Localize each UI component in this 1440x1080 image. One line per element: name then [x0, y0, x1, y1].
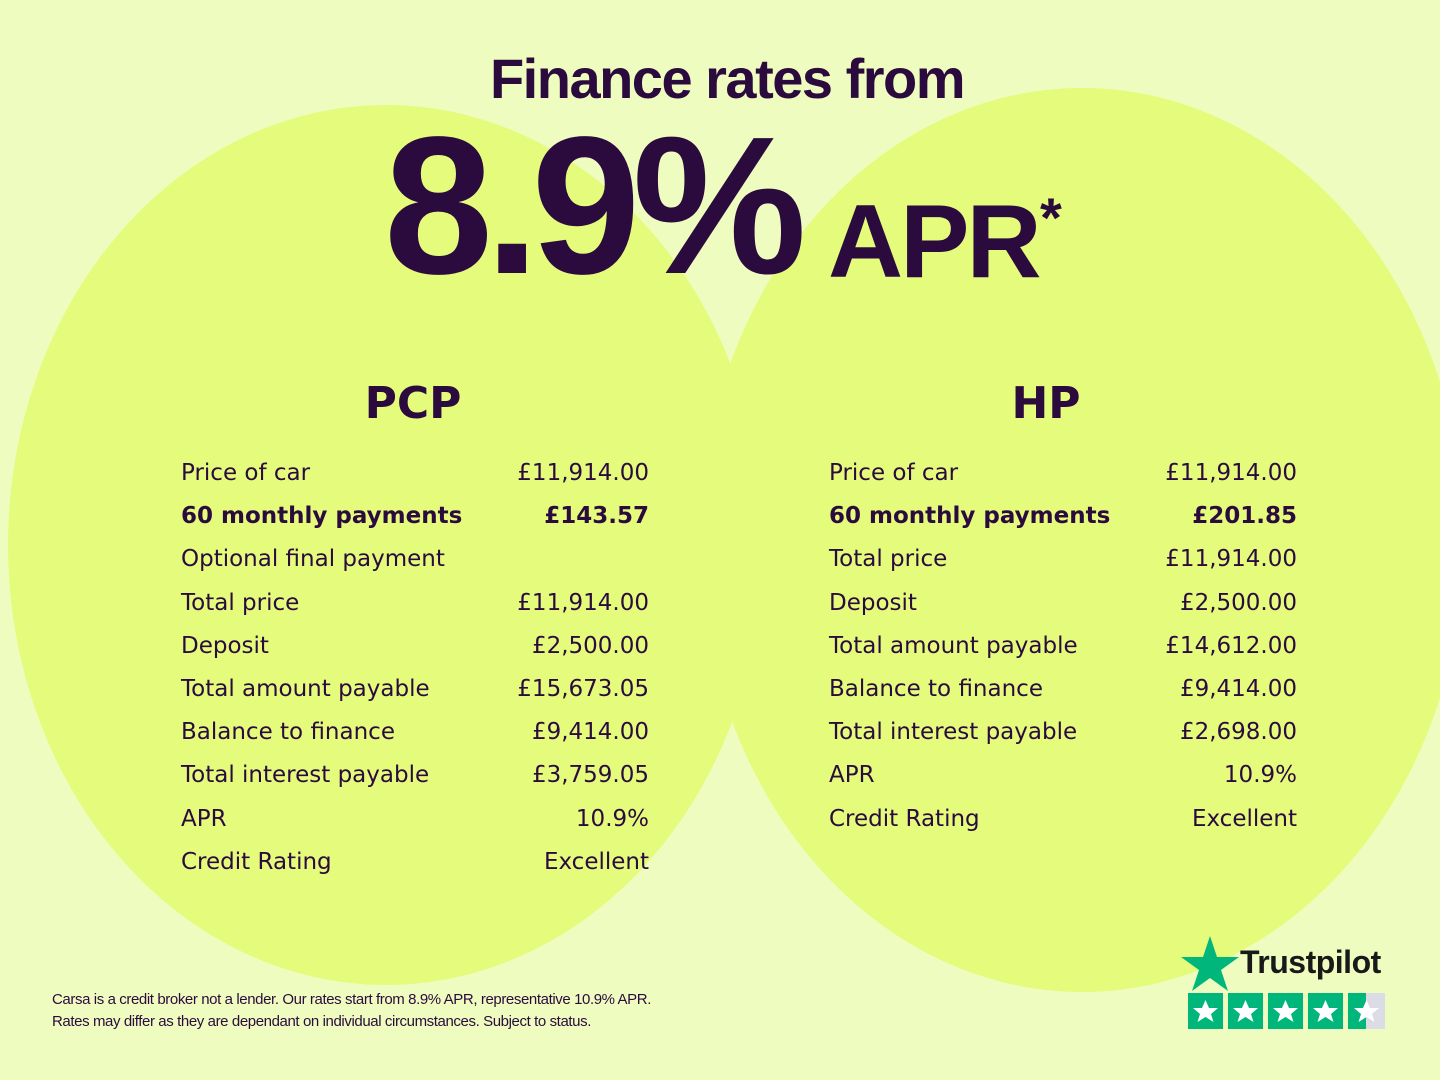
table-row: APR 10.9%	[829, 754, 1297, 797]
row-value: £11,914.00	[1165, 546, 1297, 573]
row-label: Deposit	[829, 589, 917, 616]
hp-title: HP	[1011, 378, 1081, 429]
row-value: £11,914.00	[517, 460, 649, 486]
row-label: Credit Rating	[181, 848, 332, 875]
row-value: £2,500.00	[531, 632, 649, 659]
footnote: Rates may differ as they are dependant o…	[52, 1013, 591, 1030]
row-value: £201.85	[1192, 503, 1297, 530]
rate-suffix: APR	[828, 184, 1042, 300]
table-row: 60 monthly payments £201.85	[829, 495, 1297, 538]
row-label: Total interest payable	[181, 762, 430, 789]
row-value: Excellent	[1191, 805, 1297, 832]
table-row: Total interest payable £3,759.05	[181, 754, 649, 797]
row-label: Total price	[829, 546, 948, 573]
row-value: Excellent	[543, 848, 649, 875]
pcp-table: Price of car £11,914.00 60 monthly payment…	[181, 452, 649, 884]
footnote: Carsa is a credit broker not a lender. O…	[52, 991, 651, 1008]
row-label: 60 monthly payments	[829, 503, 1111, 530]
row-label: APR	[829, 762, 875, 789]
table-row: Total price £11,914.00	[829, 538, 1297, 581]
row-value: 10.9%	[1223, 762, 1297, 789]
rate: 8.9%	[384, 96, 807, 315]
row-value: £11,914.00	[1165, 460, 1297, 486]
row-label: Credit Rating	[829, 805, 980, 832]
left-blob	[8, 105, 764, 985]
table-row: Optional final payment	[181, 538, 649, 581]
row-value: £143.57	[544, 503, 649, 530]
rating-stars	[1188, 993, 1385, 1029]
row-label: Balance to finance	[829, 675, 1043, 702]
row-value: £9,414.00	[1179, 675, 1297, 702]
table-row: Deposit £2,500.00	[829, 582, 1297, 625]
row-label: Deposit	[181, 632, 269, 659]
table-row: Total interest payable £2,698.00	[829, 711, 1297, 754]
row-label: Balance to finance	[181, 719, 395, 746]
table-row: Balance to finance £9,414.00	[181, 711, 649, 754]
headline: Finance rates from	[489, 47, 966, 110]
hp-table: Price of car £11,914.00 60 monthly payment…	[829, 452, 1297, 841]
row-label: Total interest payable	[829, 719, 1078, 746]
row-value: £2,500.00	[1179, 589, 1297, 616]
table-row: Deposit £2,500.00	[181, 625, 649, 668]
row-value: £11,914.00	[517, 589, 649, 616]
table-row: Total price £11,914.00	[181, 582, 649, 625]
row-value: £14,612.00	[1165, 632, 1297, 659]
table-row: Price of car £11,914.00	[181, 452, 649, 495]
row-value: 10.9%	[575, 805, 649, 832]
trustpilot-label: Trustpilot	[1240, 944, 1381, 980]
row-label: Optional final payment	[181, 546, 445, 573]
table-row: Price of car £11,914.00	[829, 452, 1297, 495]
row-label: Total amount payable	[829, 632, 1078, 659]
table-row: APR 10.9%	[181, 798, 649, 841]
table-row: 60 monthly payments £143.57	[181, 495, 649, 538]
table-row: Total amount payable £15,673.05	[181, 668, 649, 711]
row-label: Total amount payable	[181, 675, 430, 702]
row-label: Price of car	[181, 460, 311, 486]
row-value: £15,673.05	[517, 675, 649, 702]
row-label: 60 monthly payments	[181, 503, 463, 530]
row-label: Price of car	[829, 460, 959, 486]
row-label: APR	[181, 805, 227, 832]
row-value: £9,414.00	[531, 719, 649, 746]
asterisk: *	[1040, 186, 1062, 249]
table-row: Total amount payable £14,612.00	[829, 625, 1297, 668]
table-row: Balance to finance £9,414.00	[829, 668, 1297, 711]
table-row: Credit Rating Excellent	[181, 841, 649, 884]
row-value: £3,759.05	[531, 762, 649, 789]
trustpilot-star	[1181, 936, 1239, 991]
row-value: £2,698.00	[1179, 719, 1297, 746]
row-label: Total price	[181, 589, 300, 616]
table-row: Credit Rating Excellent	[829, 798, 1297, 841]
pcp-title: PCP	[364, 378, 462, 429]
right-blob	[700, 88, 1440, 992]
